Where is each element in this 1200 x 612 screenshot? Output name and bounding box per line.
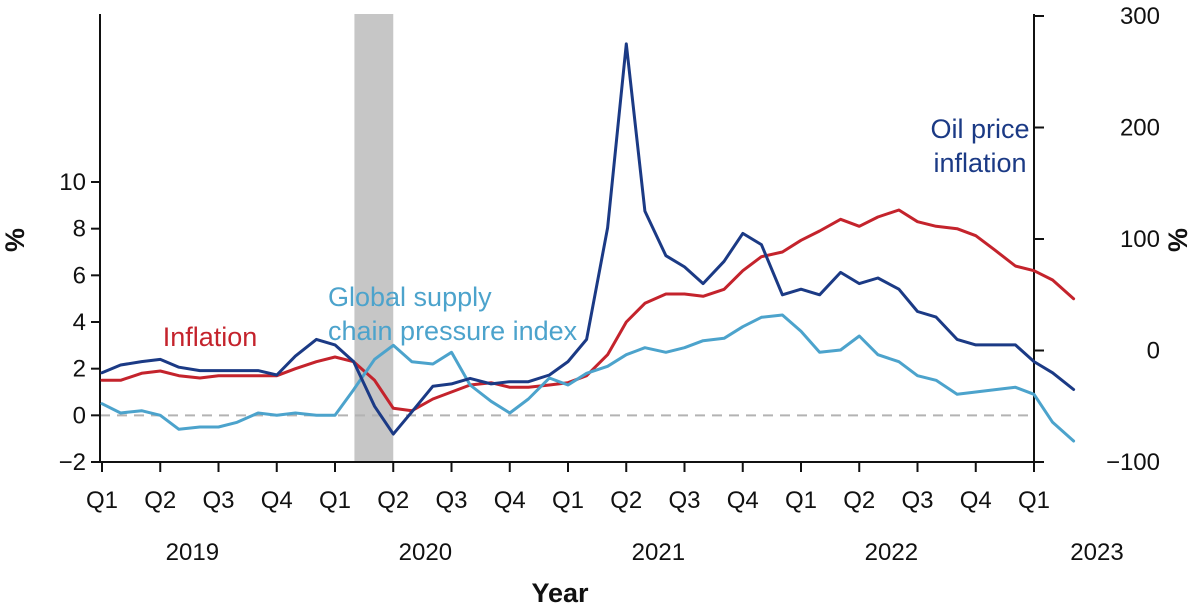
right-tick-label: 200 xyxy=(1120,115,1160,142)
series-line-inflation xyxy=(100,208,1076,413)
tick-labels: −2 0 2 4 6 8 10 −100 0 100 200 300 Q1 Q2 Q3 Q4 Q1 Q2 Q3 Q4 Q… xyxy=(59,3,1160,566)
right-tick-label: 100 xyxy=(1120,226,1160,253)
left-tick-label: 2 xyxy=(73,356,86,383)
x-year-label: 2020 xyxy=(399,539,452,566)
left-tick-label: 6 xyxy=(73,262,86,289)
x-quarter-label: Q1 xyxy=(319,487,351,514)
series-label-line: chain pressure index xyxy=(328,316,578,346)
x-year-label: 2019 xyxy=(166,539,219,566)
x-quarter-label: Q2 xyxy=(610,487,642,514)
shaded-period xyxy=(354,14,394,462)
left-tick-label: 8 xyxy=(73,216,86,243)
series-label-inflation: Inflation xyxy=(163,322,258,352)
series-labels: Inflation Global supply chain pressure ind… xyxy=(163,114,1030,352)
x-quarter-label: Q4 xyxy=(727,487,759,514)
x-year-label: 2021 xyxy=(632,539,685,566)
series-label-line: Oil price xyxy=(930,114,1029,144)
left-tick-label: −2 xyxy=(59,449,86,476)
x-quarter-label: Q1 xyxy=(785,487,817,514)
series-label-line: inflation xyxy=(933,148,1026,178)
x-quarter-label: Q1 xyxy=(1018,487,1050,514)
x-year-label: 2022 xyxy=(865,539,918,566)
x-quarter-label: Q2 xyxy=(377,487,409,514)
series-line-oil-price-inflation xyxy=(100,42,1076,436)
axes xyxy=(91,14,1044,472)
x-quarter-label: Q3 xyxy=(668,487,700,514)
left-tick-label: 0 xyxy=(73,402,86,429)
x-quarter-label: Q3 xyxy=(435,487,467,514)
series-label-global-supply-chain-pressure-index: Global supply chain pressure index xyxy=(328,282,578,346)
x-quarter-label: Q4 xyxy=(960,487,992,514)
x-quarter-label: Q1 xyxy=(86,487,118,514)
right-y-axis-title: % xyxy=(1163,228,1193,252)
x-axis-title: Year xyxy=(531,578,589,608)
x-quarter-label: Q4 xyxy=(261,487,293,514)
right-tick-label: −100 xyxy=(1106,449,1160,476)
left-tick-label: 4 xyxy=(73,309,86,336)
series-lines xyxy=(100,42,1076,443)
x-quarter-label: Q3 xyxy=(901,487,933,514)
series-line-global-supply-chain-pressure-index xyxy=(100,313,1076,443)
right-tick-label: 0 xyxy=(1147,338,1160,365)
x-quarter-label: Q4 xyxy=(494,487,526,514)
right-tick-label: 300 xyxy=(1120,3,1160,30)
shaded-period-band xyxy=(354,14,394,462)
x-year-label: 2023 xyxy=(1070,539,1123,566)
x-quarter-label: Q2 xyxy=(144,487,176,514)
left-y-axis-title: % xyxy=(0,228,30,252)
series-label-line: Global supply xyxy=(328,282,492,312)
x-quarter-label: Q2 xyxy=(843,487,875,514)
x-quarter-label: Q1 xyxy=(552,487,584,514)
series-label-line: Inflation xyxy=(163,322,258,352)
series-label-oil-price-inflation: Oil price inflation xyxy=(930,114,1029,178)
left-tick-label: 10 xyxy=(59,169,86,196)
x-quarter-label: Q3 xyxy=(202,487,234,514)
